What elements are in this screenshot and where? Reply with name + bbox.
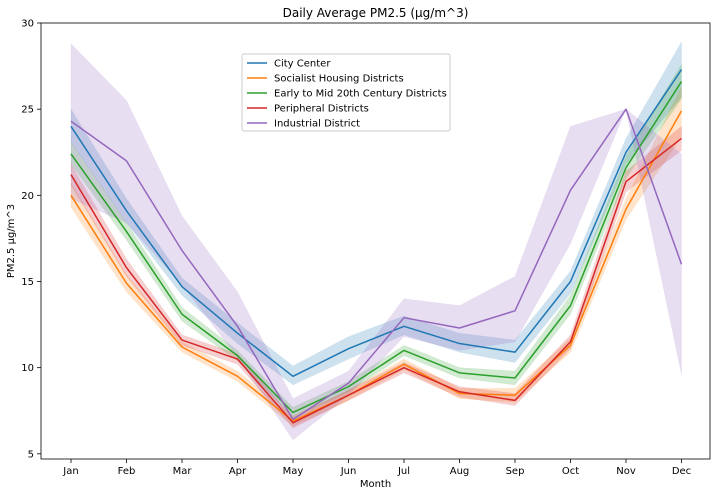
- x-tick-label: Jun: [340, 466, 357, 477]
- confidence-band-2: [70, 63, 682, 418]
- legend-label: Early to Mid 20th Century Districts: [274, 89, 447, 100]
- x-tick-label: Apr: [229, 466, 247, 477]
- plot-frame: [40, 22, 711, 460]
- series-lines: [70, 69, 683, 424]
- x-tick-label: Nov: [616, 466, 636, 477]
- series-line-0: [70, 69, 683, 378]
- series-line-4: [70, 108, 683, 421]
- y-tick-label: 15: [21, 277, 34, 288]
- x-tick-label: Sep: [506, 466, 525, 477]
- confidence-band-4: [70, 43, 682, 441]
- legend-label: Industrial District: [274, 119, 360, 130]
- legend-label: City Center: [274, 59, 331, 70]
- x-axis: Jan Feb Mar Apr May Jun Jul Aug Sep Oct Nov Dec: [62, 459, 691, 477]
- x-tick-label: Feb: [118, 466, 136, 477]
- x-tick-label: Dec: [672, 466, 691, 477]
- legend-box: [241, 53, 451, 132]
- y-tick-label: 30: [21, 19, 34, 30]
- confidence-bands: [70, 41, 682, 441]
- series-line-2: [70, 81, 683, 414]
- x-tick-label: Oct: [562, 466, 579, 477]
- y-axis: 5 10 15 20 25 30: [21, 19, 41, 460]
- series-line-1: [70, 110, 683, 422]
- y-tick-label: 5: [28, 449, 34, 460]
- y-tick-label: 25: [21, 105, 34, 116]
- confidence-band-1: [70, 86, 682, 427]
- legend-label: Socialist Housing Districts: [274, 74, 404, 85]
- x-tick-label: May: [283, 466, 304, 477]
- y-tick-label: 10: [21, 363, 34, 374]
- chart-title: Daily Average PM2.5 (µg/m^3): [283, 6, 469, 20]
- confidence-band-0: [70, 41, 682, 386]
- x-tick-label: Jan: [62, 466, 78, 477]
- x-axis-label: Month: [360, 479, 391, 490]
- series-line-3: [70, 137, 682, 424]
- y-axis-label: PM2.5 µg/m^3: [6, 204, 17, 278]
- legend: City Center Socialist Housing Districts Ea…: [241, 53, 451, 132]
- confidence-band-3: [70, 125, 682, 429]
- x-tick-label: Mar: [173, 466, 193, 477]
- legend-label: Peripheral Districts: [274, 104, 369, 115]
- y-tick-label: 20: [21, 191, 34, 202]
- x-tick-label: Jul: [397, 466, 410, 477]
- x-tick-label: Aug: [450, 466, 470, 477]
